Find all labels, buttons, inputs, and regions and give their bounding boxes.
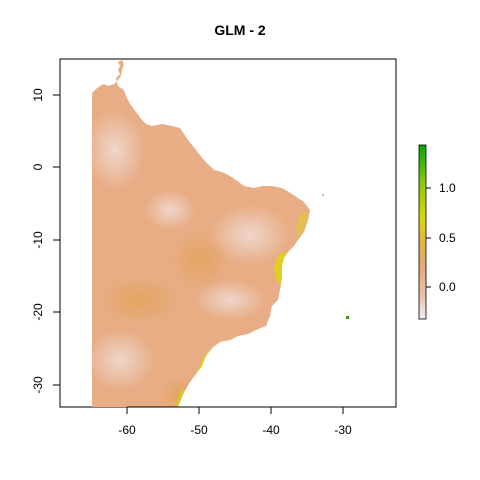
y-tick-label: -10 bbox=[31, 231, 45, 249]
island-point bbox=[346, 316, 349, 319]
y-tick-label: 10 bbox=[31, 88, 45, 102]
legend-tick-label: 0.5 bbox=[439, 231, 456, 245]
legend-colorbar: 0.0 0.5 1.0 bbox=[418, 144, 456, 320]
y-tick-label: -20 bbox=[31, 303, 45, 321]
x-tick-label: -50 bbox=[190, 423, 208, 437]
plot-title: GLM - 2 bbox=[214, 22, 266, 38]
y-tick-label: 0 bbox=[31, 163, 45, 170]
x-tick-label: -40 bbox=[262, 423, 280, 437]
island-speck bbox=[322, 194, 324, 196]
legend-tick-label: 1.0 bbox=[439, 181, 456, 195]
raster-map bbox=[92, 60, 349, 407]
y-axis: 10 0 -10 -20 -30 bbox=[31, 88, 61, 394]
y-tick-label: -30 bbox=[31, 376, 45, 394]
legend-gradient bbox=[418, 144, 427, 320]
legend-tick-label: 0.0 bbox=[439, 280, 456, 294]
x-axis: -60 -50 -40 -30 bbox=[118, 406, 352, 437]
x-tick-label: -60 bbox=[118, 423, 136, 437]
x-tick-label: -30 bbox=[334, 423, 352, 437]
